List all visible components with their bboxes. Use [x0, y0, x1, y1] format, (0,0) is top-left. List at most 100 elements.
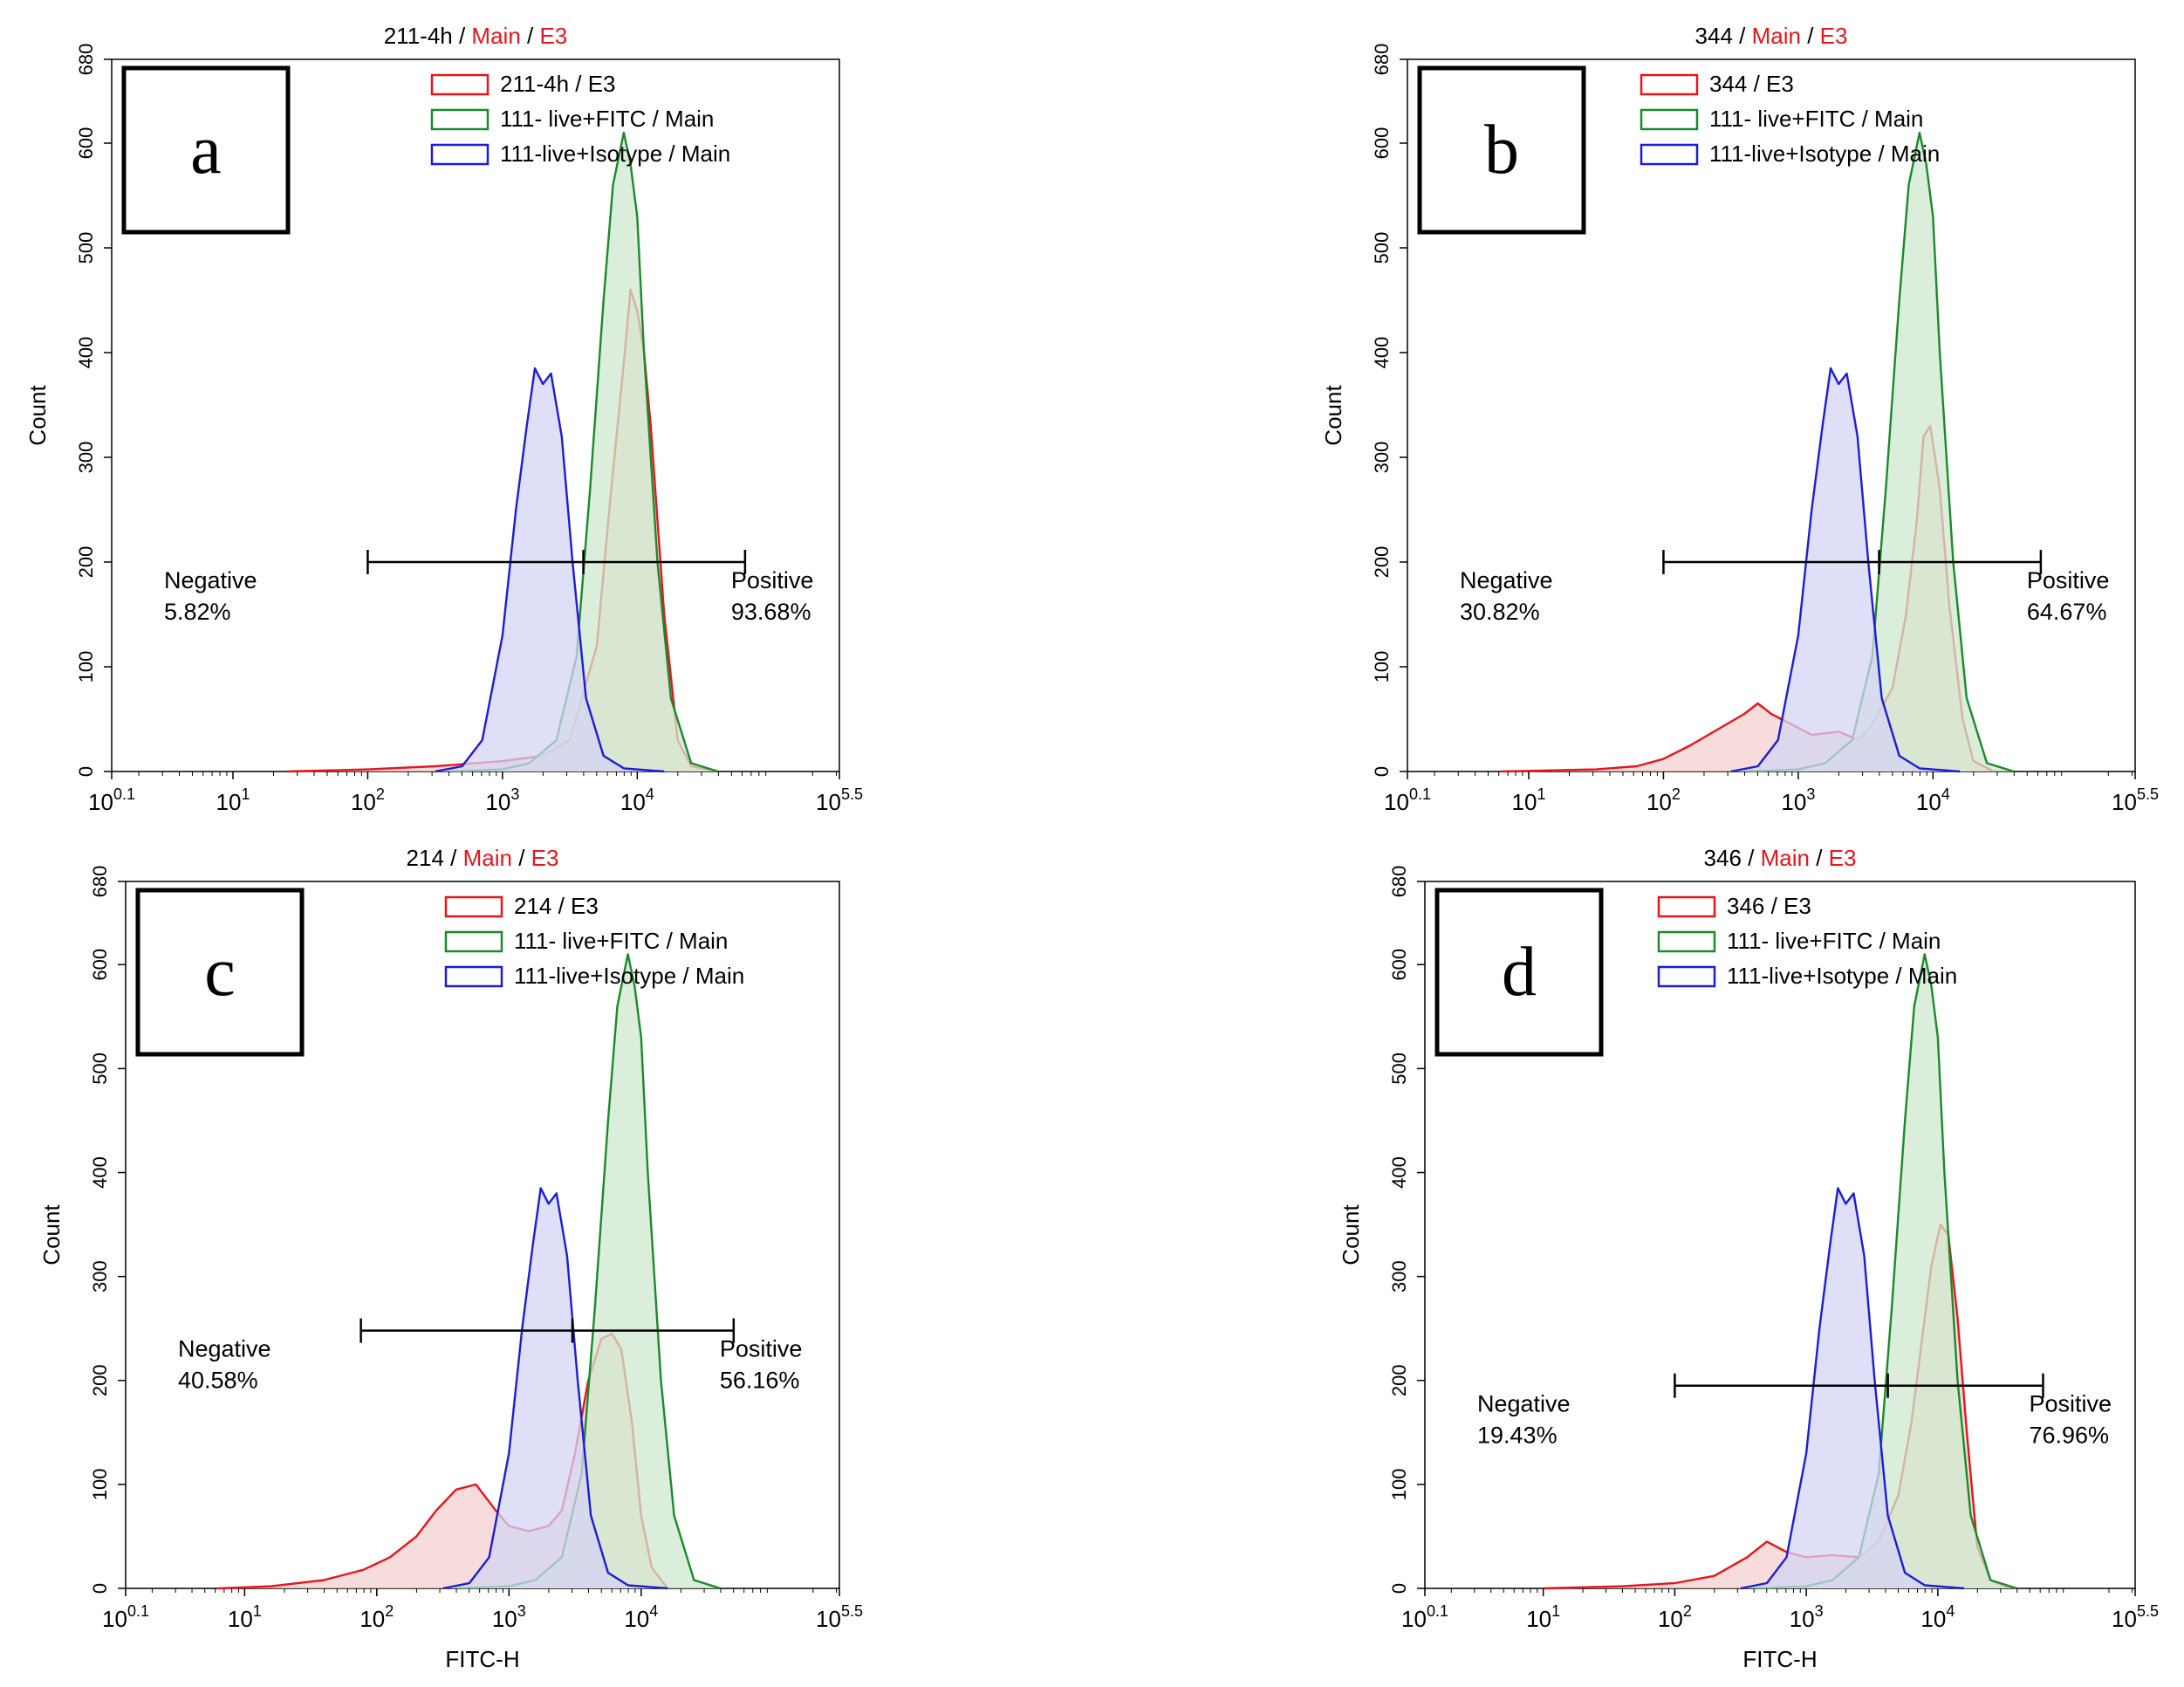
panel-letter-box	[1434, 888, 1604, 1057]
histogram-area-2	[435, 368, 665, 771]
panel-title: 214 / Main / E3	[407, 845, 559, 871]
y-tick-label: 100	[1388, 1469, 1410, 1501]
x-tick-exponent: 1	[1551, 1602, 1560, 1620]
legend-label: 344 / E3	[1709, 71, 1794, 97]
title-part: 346	[1704, 845, 1742, 871]
panel-a: 0 100 200 300 400 500 600 680 100.1 101 102 103 104 1…	[24, 23, 863, 815]
positive-percent: 76.96%	[2029, 1423, 2109, 1449]
title-part: E3	[1820, 23, 1848, 49]
y-axis-label: Count	[24, 385, 51, 446]
x-tick-label: 104	[620, 785, 654, 815]
legend-label: 111- live+FITC / Main	[514, 928, 728, 954]
legend-swatch	[1640, 143, 1699, 166]
x-tick-exponent: 2	[1672, 785, 1681, 803]
title-part: Main	[1752, 23, 1801, 49]
title-part: 211-4h	[384, 23, 453, 49]
x-axis-label: FITC-H	[1742, 1646, 1817, 1672]
y-tick-label: 200	[1388, 1364, 1410, 1396]
x-tick-label: 105.5	[816, 785, 863, 815]
title-part: Main	[463, 845, 512, 871]
histogram-line-2	[435, 367, 665, 773]
y-tick-label: 0	[1388, 1583, 1410, 1594]
legend-swatch	[444, 930, 503, 953]
title-part: /	[1810, 845, 1829, 871]
legend-swatch	[1657, 965, 1716, 988]
x-tick-label: 101	[216, 785, 250, 815]
y-tick-label: 500	[1388, 1053, 1410, 1085]
title-part: /	[444, 845, 463, 871]
panel-title: 344 / Main / E3	[1695, 23, 1848, 49]
y-tick-label: 200	[89, 1364, 111, 1396]
title-part: /	[512, 845, 531, 871]
x-tick-exponent: 0.1	[113, 785, 135, 803]
y-tick-label: 400	[1371, 337, 1393, 369]
histogram-line-2	[442, 1187, 668, 1590]
y-tick-label: 680	[75, 44, 97, 76]
x-tick-label: 101	[1526, 1602, 1560, 1632]
x-axis-label: FITC-H	[445, 1646, 519, 1672]
y-tick-label: 680	[1388, 866, 1410, 898]
negative-label: Negative	[164, 567, 257, 593]
panel-letter-box	[1417, 65, 1586, 235]
y-tick-label: 0	[75, 766, 97, 777]
legend-swatch	[430, 108, 490, 131]
x-tick-label: 102	[1647, 785, 1681, 815]
x-tick-exponent: 1	[241, 785, 250, 803]
x-tick-exponent: 3	[1815, 1602, 1824, 1620]
y-tick-label: 400	[75, 337, 97, 369]
title-part: E3	[531, 845, 559, 871]
x-tick-label: 105.5	[816, 1602, 863, 1632]
y-tick-label: 200	[1371, 546, 1393, 579]
legend-label: 346 / E3	[1727, 893, 1811, 919]
title-part: /	[1742, 845, 1761, 871]
x-tick-label: 104	[1916, 785, 1950, 815]
x-tick-exponent: 5.5	[2137, 1602, 2159, 1620]
y-tick-label: 300	[1388, 1260, 1410, 1293]
y-tick-label: 680	[89, 866, 111, 898]
x-tick-label: 100.1	[1401, 1602, 1448, 1632]
x-tick-label: 105.5	[2112, 1602, 2159, 1632]
x-tick-exponent: 0.1	[127, 1602, 149, 1620]
x-tick-label: 102	[351, 785, 385, 815]
x-tick-label: 100.1	[102, 1602, 149, 1632]
panel-letter: c	[204, 934, 236, 1011]
x-tick-exponent: 1	[1537, 785, 1545, 803]
negative-label: Negative	[1460, 567, 1553, 593]
x-tick-exponent: 5.5	[2137, 785, 2159, 803]
x-tick-label: 103	[485, 785, 519, 815]
histogram-area-2	[1730, 368, 1961, 771]
legend-label: 111-live+Isotype / Main	[514, 963, 744, 989]
y-tick-label: 400	[89, 1156, 111, 1189]
y-tick-label: 600	[1371, 127, 1393, 160]
x-tick-exponent: 0.1	[1427, 1602, 1448, 1620]
histogram-area-2	[1740, 1188, 1964, 1588]
legend-label: 214 / E3	[514, 893, 599, 919]
y-tick-label: 100	[75, 651, 97, 683]
y-tick-label: 600	[1388, 949, 1410, 981]
y-tick-label: 400	[1388, 1156, 1410, 1189]
histogram-line-2	[1730, 367, 1961, 773]
x-tick-exponent: 1	[253, 1602, 262, 1620]
negative-percent: 30.82%	[1460, 599, 1540, 625]
y-tick-label: 600	[89, 949, 111, 981]
panel-title: 211-4h / Main / E3	[384, 23, 568, 49]
legend-label: 211-4h / E3	[500, 71, 616, 97]
panel-letter: a	[190, 112, 222, 189]
x-tick-label: 105.5	[2112, 785, 2159, 815]
panel-letter: d	[1502, 934, 1537, 1011]
histogram-line-2	[1740, 1187, 1965, 1590]
histogram-area-2	[442, 1188, 668, 1588]
legend-swatch	[1640, 73, 1699, 96]
positive-label: Positive	[720, 1336, 803, 1362]
x-tick-label: 101	[228, 1602, 262, 1632]
title-part: 344	[1695, 23, 1733, 49]
x-tick-exponent: 2	[385, 1602, 394, 1620]
title-part: E3	[1829, 845, 1857, 871]
y-tick-label: 500	[89, 1053, 111, 1085]
y-tick-label: 200	[75, 546, 97, 579]
x-tick-exponent: 3	[510, 785, 519, 803]
x-tick-label: 103	[1781, 785, 1815, 815]
x-tick-exponent: 5.5	[841, 785, 863, 803]
x-tick-exponent: 4	[1941, 785, 1950, 803]
